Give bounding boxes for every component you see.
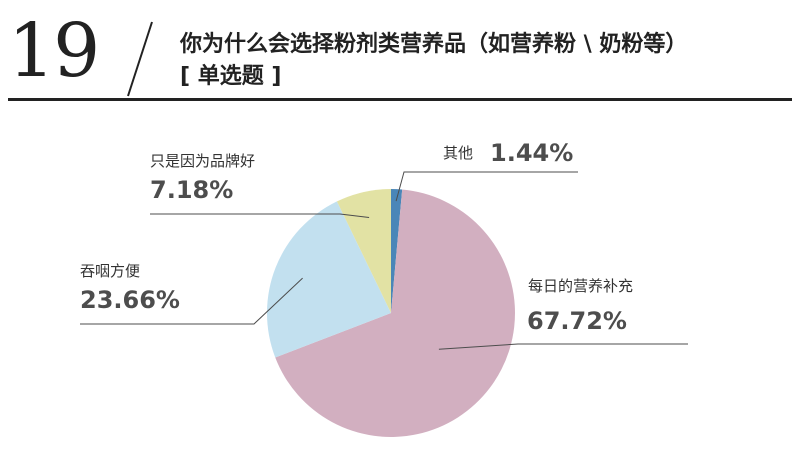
slice-value-daily-nutrition: 67.72% [527,307,627,335]
leader-line-easy-swallow [80,277,303,325]
leader-lines [80,171,688,350]
slice-label-other: 其他 [443,144,473,162]
slice-label-daily-nutrition: 每日的营养补充 [528,277,633,295]
question-title: 你为什么会选择粉剂类营养品（如营养粉 \ 奶粉等） [180,32,688,57]
question-number: 19 [8,8,100,94]
slice-label-easy-swallow: 吞咽方便 [80,262,140,280]
pie-slice-easy-swallow [266,201,391,358]
pie-slice-other [391,189,403,313]
slice-value-easy-swallow: 23.66% [80,286,180,314]
header-rule [8,98,792,101]
pie-slice-daily-nutrition [275,189,515,438]
leader-line-daily-nutrition [438,343,688,350]
leader-line-brand [150,213,370,218]
pie-slice-brand [336,189,391,313]
slice-label-brand: 只是因为品牌好 [150,152,255,170]
slice-value-brand: 7.18% [150,176,233,204]
pie-slices [266,189,515,438]
slice-value-other: 1.44% [490,139,573,167]
header-slash [127,21,153,97]
question-type: [ 单选题 ] [180,64,282,89]
leader-line-other [395,171,578,202]
